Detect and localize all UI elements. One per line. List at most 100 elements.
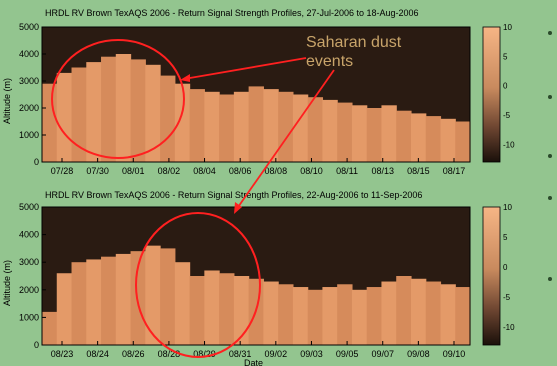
colorbar-tick-label: 5 [503, 52, 508, 61]
y-tick-label: 4000 [19, 230, 39, 240]
boundary-layer-column [189, 276, 205, 345]
colorbar-tick-label: -5 [503, 111, 511, 120]
y-tick-label: 5000 [19, 202, 39, 212]
boundary-layer-column [337, 284, 353, 345]
boundary-layer-column [381, 105, 397, 162]
boundary-layer-column [71, 67, 87, 162]
y-tick-label: 4000 [19, 49, 39, 59]
x-tick-label: 08/15 [407, 166, 430, 176]
highlight-circle-top [51, 39, 185, 159]
boundary-layer-column [160, 248, 176, 345]
boundary-layer-column [174, 262, 191, 345]
panel-2-plot-frame [41, 206, 471, 346]
x-tick-label: 08/13 [371, 166, 394, 176]
x-tick-label: 08/17 [443, 166, 466, 176]
boundary-layer-column [351, 105, 368, 162]
panel-1-x-axis: 07/28 07/30 08/01 08/02 08/04 08/06 08/08 08/10… [51, 158, 466, 176]
panel-2-title: HRDL RV Brown TexAQS 2006 - Return Signa… [45, 190, 422, 200]
x-tick-label: 08/01 [122, 166, 145, 176]
colorbar-tick-label: 5 [503, 233, 508, 242]
boundary-layer-column [204, 270, 220, 345]
boundary-layer-column [292, 94, 309, 162]
panel-1-y-axis: 0 1000 2000 3000 4000 5000 [19, 22, 46, 167]
boundary-layer-column [56, 273, 73, 345]
y-tick-label: 2000 [19, 103, 39, 113]
colorbar-tick-label: 10 [503, 23, 512, 32]
boundary-layer-column [130, 251, 146, 345]
boundary-layer-column [425, 281, 442, 345]
boundary-layer-column [410, 113, 427, 162]
boundary-layer-column [145, 64, 161, 162]
x-tick-label: 07/30 [86, 166, 109, 176]
x-tick-label: 08/31 [229, 349, 252, 359]
bullet-dot [548, 95, 552, 99]
x-tick-label: 08/04 [193, 166, 216, 176]
boundary-layer-column [440, 284, 456, 345]
x-tick-label: 09/10 [443, 349, 466, 359]
panel-1-ylabel: Altitude (m) [2, 78, 12, 124]
panel-2-ylabel: Altitude (m) [2, 260, 12, 306]
arrowhead-top [180, 74, 190, 82]
y-tick-label: 5000 [19, 22, 39, 32]
y-tick-label: 3000 [19, 76, 39, 86]
x-tick-label: 08/02 [158, 166, 181, 176]
boundary-layer-column [115, 253, 132, 345]
boundary-layer-column [219, 94, 235, 162]
colorbar-tick-label: 10 [503, 203, 512, 212]
boundary-layer-column [425, 116, 442, 162]
boundary-layer-column [351, 289, 368, 345]
annotations: Saharan dust events [51, 34, 402, 358]
boundary-layer-column [366, 108, 383, 162]
colorbar-tick-label: 0 [503, 263, 508, 272]
bullet-dot [548, 196, 552, 200]
x-tick-label: 08/29 [193, 349, 216, 359]
panel-1-colorbar [482, 26, 501, 163]
boundary-layer-column [292, 287, 309, 345]
x-tick-label: 08/10 [300, 166, 323, 176]
boundary-layer-column [396, 276, 412, 345]
panel-2-y-axis: 0 1000 2000 3000 4000 5000 [19, 202, 46, 350]
boundary-layer-column [86, 62, 102, 162]
panel-1-plot-frame [41, 26, 471, 163]
boundary-layer-column [307, 289, 324, 345]
boundary-layer-column [455, 287, 471, 345]
boundary-layer-column [381, 281, 397, 345]
panel-1-title: HRDL RV Brown TexAQS 2006 - Return Signa… [45, 8, 419, 18]
boundary-layer-column [174, 83, 191, 162]
bullet-dot [548, 154, 552, 158]
boundary-layer-column [337, 102, 353, 162]
x-tick-label: 09/05 [336, 349, 359, 359]
boundary-layer-column [307, 97, 324, 162]
boundary-layer-column [410, 278, 427, 345]
panel-2-colorbar [482, 206, 501, 346]
boundary-layer-column [189, 89, 205, 162]
x-tick-label: 08/28 [158, 349, 181, 359]
x-tick-label: 08/23 [51, 349, 74, 359]
y-tick-label: 0 [34, 340, 39, 350]
highlight-circle-bottom [135, 212, 261, 358]
y-tick-label: 3000 [19, 257, 39, 267]
boundary-layer-column [115, 54, 132, 162]
boundary-layer-column [101, 256, 117, 345]
boundary-layer-column [219, 273, 235, 345]
annotation-text-line1: Saharan dust [306, 34, 402, 51]
panel-1-heatmap [42, 54, 471, 163]
x-tick-label: 09/07 [371, 349, 394, 359]
boundary-layer-column [145, 245, 161, 345]
boundary-layer-column [56, 72, 73, 162]
boundary-layer-column [233, 91, 250, 162]
x-tick-label: 09/03 [300, 349, 323, 359]
boundary-layer-column [248, 86, 264, 162]
boundary-layer-column [322, 99, 338, 162]
arrowhead-bottom [234, 202, 242, 214]
colorbar-tick-label: -10 [503, 140, 515, 149]
boundary-layer-column [71, 262, 87, 345]
x-tick-label: 08/08 [265, 166, 288, 176]
boundary-layer-column [366, 287, 383, 345]
arrow-to-top-circle [183, 57, 307, 80]
colorbar-tick-label: 0 [503, 82, 508, 91]
boundary-layer-column [263, 89, 279, 162]
boundary-layer-column [278, 91, 294, 162]
boundary-layer-column [396, 110, 412, 162]
boundary-layer-column [42, 311, 58, 345]
